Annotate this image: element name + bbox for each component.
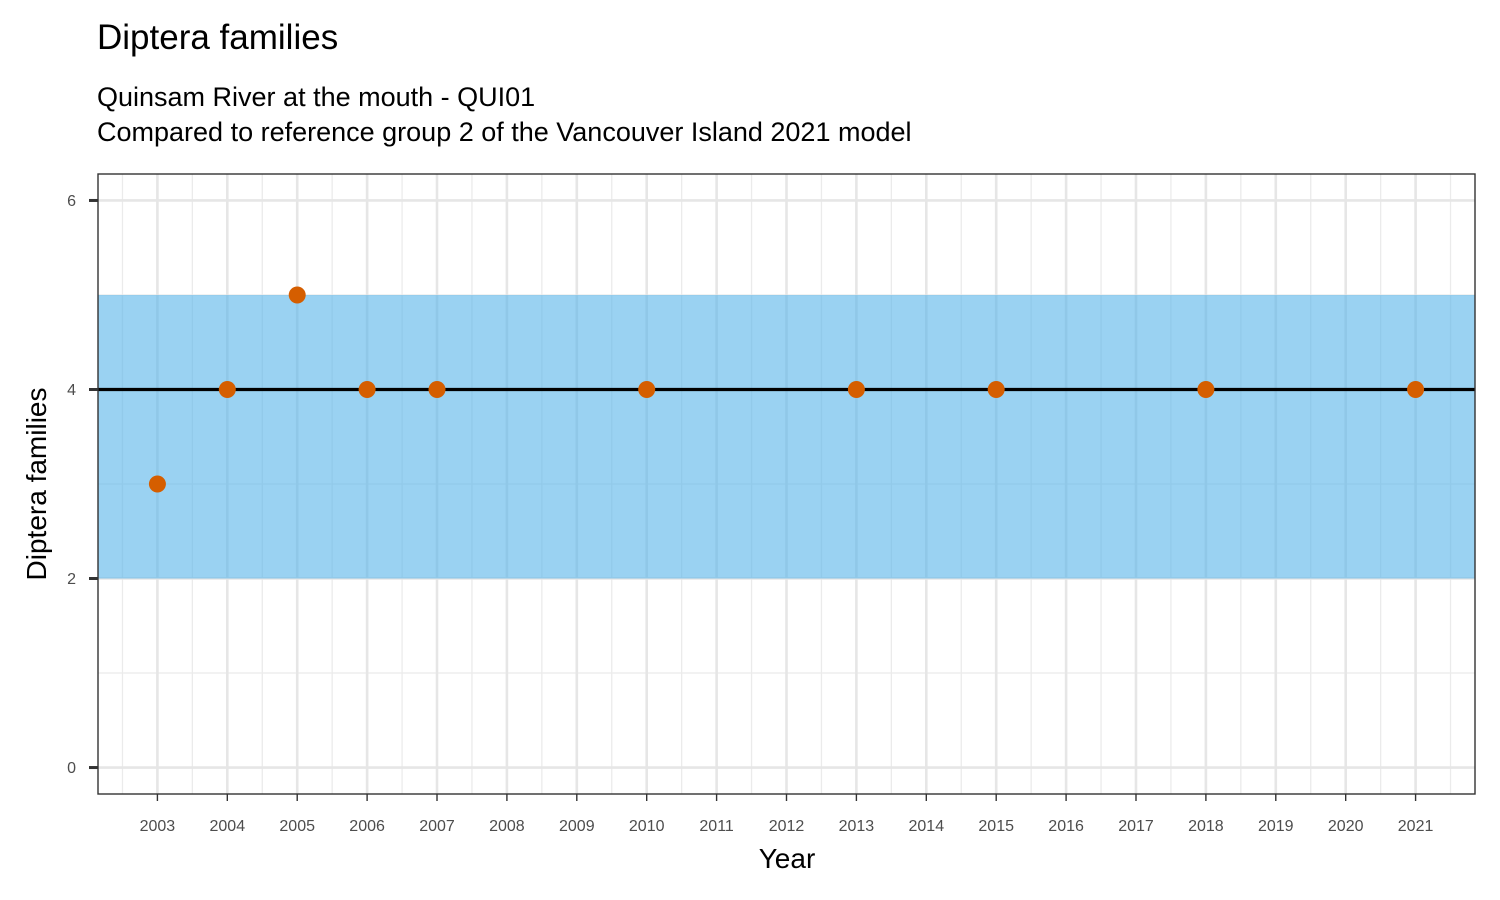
chart-title: Diptera families	[97, 18, 339, 57]
x-tick-label: 2018	[1188, 818, 1224, 835]
x-tick-label: 2010	[629, 818, 665, 835]
data-point-2003	[148, 475, 166, 493]
data-point-2010	[638, 380, 656, 398]
data-point-2015	[987, 380, 1005, 398]
data-point-2007	[428, 380, 446, 398]
x-tick-label: 2007	[419, 818, 455, 835]
reference-band	[98, 294, 1475, 579]
data-point-2005	[288, 286, 306, 304]
x-tick-label: 2008	[489, 818, 525, 835]
y-axis-title: Diptera families	[21, 388, 52, 581]
x-tick-label: 2011	[699, 818, 734, 835]
x-axis-title: Year	[759, 843, 816, 874]
x-tick-label: 2021	[1398, 818, 1434, 835]
x-tick-label: 2005	[279, 818, 315, 835]
x-tick-label: 2013	[839, 818, 875, 835]
x-tick-label: 2019	[1258, 818, 1294, 835]
x-tick-label: 2006	[349, 818, 385, 835]
data-point-2013	[847, 380, 865, 398]
y-tick-label: 4	[67, 382, 76, 399]
x-axis: 2003 2004 2005 2006 2007 2008 2009 2010 2011 2012…	[140, 794, 1434, 835]
x-tick-label: 2015	[978, 818, 1014, 835]
data-point-2021	[1407, 380, 1425, 398]
y-tick-label: 6	[67, 193, 76, 210]
data-point-2018	[1197, 380, 1215, 398]
y-tick-label: 2	[67, 571, 76, 588]
chart-subtitle-line-1: Quinsam River at the mouth - QUI01	[97, 82, 536, 112]
x-tick-label: 2012	[769, 818, 805, 835]
x-tick-label: 2020	[1328, 818, 1364, 835]
x-tick-label: 2014	[909, 818, 945, 835]
x-tick-label: 2009	[559, 818, 595, 835]
y-axis: 0 2 4 6	[67, 193, 98, 777]
data-points	[148, 286, 1425, 493]
x-tick-label: 2016	[1048, 818, 1084, 835]
x-tick-label: 2003	[140, 818, 176, 835]
x-tick-label: 2017	[1118, 818, 1154, 835]
x-tick-label: 2004	[210, 818, 246, 835]
chart-subtitle-line-2: Compared to reference group 2 of the Van…	[97, 117, 912, 147]
data-point-2004	[218, 380, 236, 398]
data-point-2006	[358, 380, 376, 398]
y-tick-label: 0	[67, 760, 76, 777]
